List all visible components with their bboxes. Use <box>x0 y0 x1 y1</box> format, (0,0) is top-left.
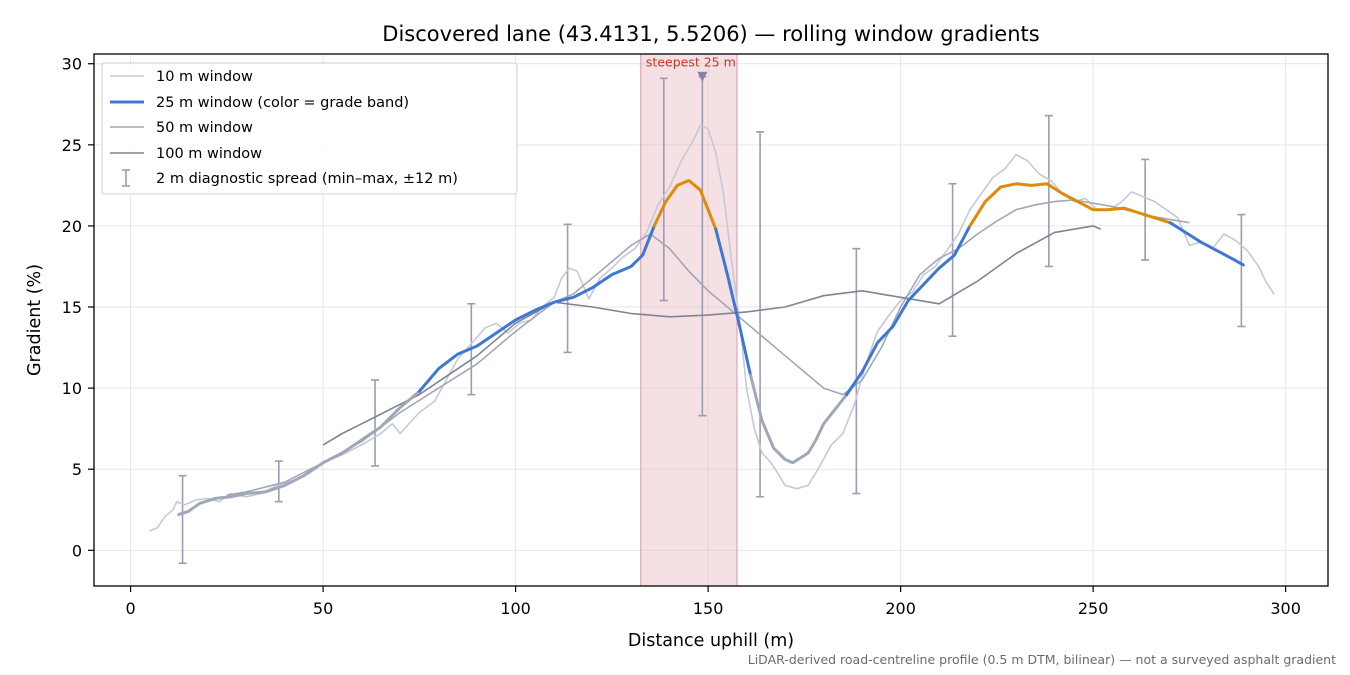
series-line-25m-mid <box>417 224 656 393</box>
x-tick-label: 50 <box>313 599 333 618</box>
y-tick-label: 15 <box>62 298 82 317</box>
spread-bar <box>178 474 187 565</box>
x-axis-ticks: 0 50 100 150 200 250 300 <box>125 586 1301 618</box>
legend: 10 m window 25 m window (color = grade b… <box>101 62 518 195</box>
series-line-25m-low <box>749 373 849 465</box>
spread-bar <box>1044 114 1053 268</box>
legend-label-100m: 100 m window <box>156 146 262 162</box>
y-axis-ticks: 0 5 10 15 20 25 30 <box>62 55 94 560</box>
y-tick-label: 25 <box>62 136 82 155</box>
chart-title: Discovered lane (43.4131, 5.5206) — roll… <box>382 22 1039 46</box>
highlight-layer <box>640 53 738 587</box>
x-tick-label: 250 <box>1078 599 1109 618</box>
series-line-25m-steep <box>968 182 1172 228</box>
spread-bar <box>371 379 380 467</box>
spread-bar <box>274 460 283 503</box>
series-line-25m-steep <box>652 179 718 231</box>
spread-bar <box>1237 213 1246 328</box>
spread-bar <box>756 131 765 498</box>
x-tick-label: 150 <box>693 599 724 618</box>
series-line-25m-mid <box>1168 221 1245 267</box>
legend-label-spread: 2 m diagnostic spread (min–max, ±12 m) <box>156 171 458 187</box>
legend-box <box>101 62 518 195</box>
series-line-100m <box>322 225 1102 446</box>
steepest-marker-icon <box>697 71 708 82</box>
spread-bars-layer <box>178 75 1246 565</box>
series-line-50m <box>226 199 1190 496</box>
steepest-segment-band <box>640 53 738 587</box>
spread-bar <box>1141 158 1150 261</box>
legend-swatch-spread <box>122 169 130 187</box>
y-tick-label: 20 <box>62 217 82 236</box>
x-tick-label: 200 <box>885 599 916 618</box>
series-line-25m-low <box>177 389 421 517</box>
series-line-25m-mid <box>714 227 752 377</box>
spread-bar <box>659 77 668 302</box>
x-tick-label: 0 <box>125 599 135 618</box>
x-tick-label: 100 <box>500 599 531 618</box>
legend-label-50m: 50 m window <box>156 120 253 136</box>
spread-bar <box>563 223 572 354</box>
y-tick-label: 10 <box>62 379 82 398</box>
series-lines-layer <box>149 124 1275 532</box>
y-tick-label: 5 <box>72 460 82 479</box>
y-axis-label: Gradient (%) <box>25 264 45 376</box>
legend-label-25m: 25 m window (color = grade band) <box>156 95 409 111</box>
chart-caption: LiDAR-derived road-centreline profile (0… <box>748 652 1336 667</box>
plot-frame <box>93 53 1329 587</box>
spread-bar <box>948 182 957 338</box>
y-tick-label: 30 <box>62 55 82 74</box>
series-line-25m-mid <box>845 224 972 397</box>
x-tick-label: 300 <box>1270 599 1301 618</box>
y-tick-label: 0 <box>72 541 82 560</box>
x-axis-label: Distance uphill (m) <box>628 631 794 651</box>
annotation-layer: steepest 25 m <box>646 55 736 82</box>
legend-label-10m: 10 m window <box>156 69 253 85</box>
steepest-segment-label: steepest 25 m <box>646 55 736 70</box>
spread-bar <box>852 247 861 495</box>
